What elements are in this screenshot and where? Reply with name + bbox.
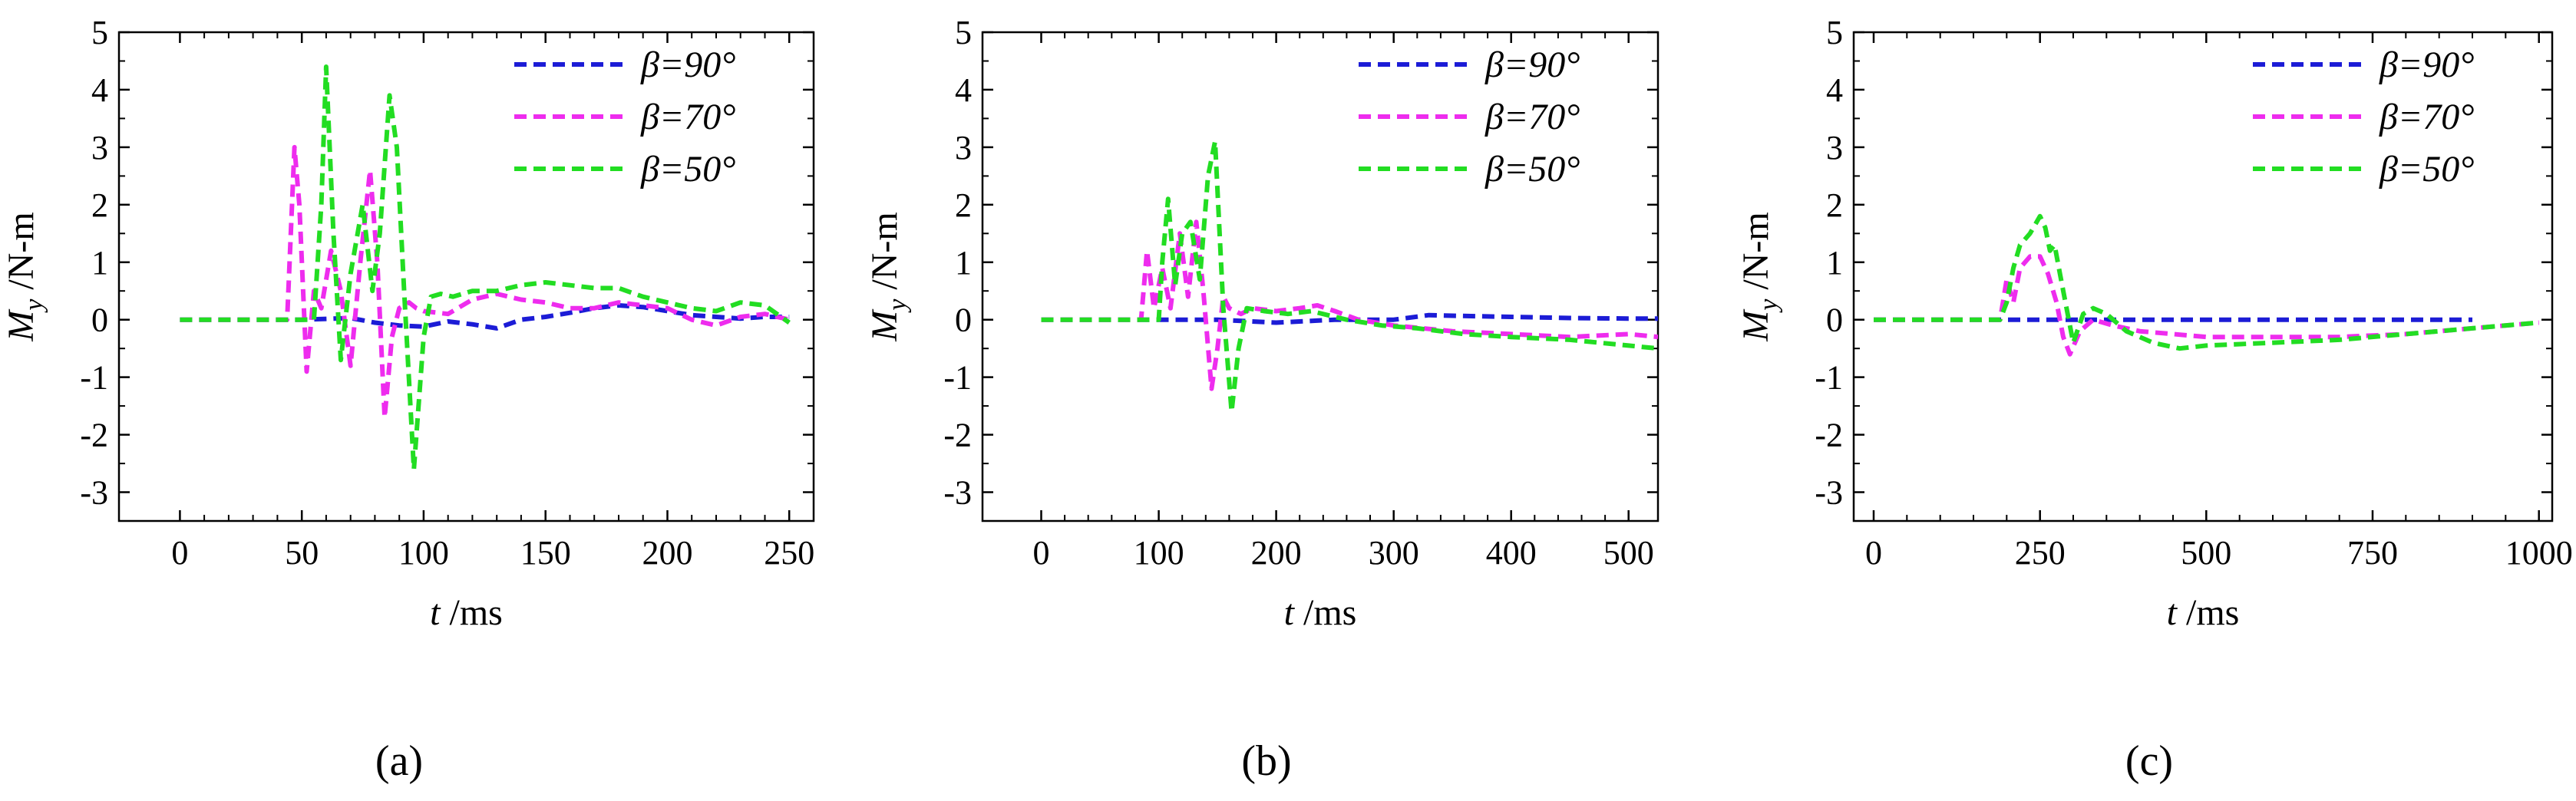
plot-frame: [981, 31, 1660, 522]
y-tick-label: 1: [955, 244, 972, 282]
x-axis-title: t /ms: [430, 592, 503, 633]
y-tick-label: 3: [955, 129, 972, 166]
legend-label: β=90°: [2379, 44, 2475, 85]
x-tick-label: 100: [1134, 534, 1184, 572]
panel-label-b: (b): [1241, 737, 1291, 785]
legend-label: β=70°: [2379, 97, 2475, 137]
x-tick-label: 0: [1865, 534, 1882, 572]
series-line-beta-90: [1041, 312, 1658, 325]
y-tick-label: -3: [1815, 474, 1843, 512]
series-line-beta-70: [1874, 254, 2539, 357]
x-tick-label: 250: [764, 534, 814, 572]
plot-frame: [117, 31, 815, 522]
y-tick-label: 4: [1826, 71, 1843, 109]
series-line-beta-70: [180, 144, 790, 420]
x-tick-label: 50: [285, 534, 319, 572]
y-tick-label: 1: [1826, 244, 1843, 282]
x-tick-label: 200: [642, 534, 693, 572]
y-tick-label: -1: [943, 359, 972, 397]
x-tick-label: 400: [1486, 534, 1537, 572]
series-line-beta-50: [180, 64, 791, 472]
x-tick-label: 750: [2347, 534, 2398, 572]
x-axis-unit: /ms: [1294, 592, 1356, 633]
y-tick-label: -2: [80, 417, 108, 454]
x-tick-label: 500: [2181, 534, 2231, 572]
y-axis-unit: /N-m: [864, 212, 905, 298]
y-tick-label: 4: [91, 71, 108, 109]
x-tick-label: 0: [171, 534, 188, 572]
x-axis-title: t /ms: [1284, 592, 1357, 633]
x-tick-label: 1000: [2505, 534, 2573, 572]
legend-label: β=70°: [1485, 97, 1580, 137]
y-tick-label: 5: [1826, 14, 1843, 51]
y-tick-label: 1: [91, 244, 108, 282]
chart-panel-b: 0 100 200 300 400 500 -3 -2 -1 0 1 2 3 4 5 t /ms My /N-m…: [864, 14, 1660, 633]
y-tick-label: 2: [1826, 186, 1843, 224]
series-line-beta-50: [1041, 139, 1658, 414]
x-tick-label: 0: [1033, 534, 1050, 572]
y-tick-label: -2: [1815, 417, 1843, 454]
y-tick-label: 4: [955, 71, 972, 109]
series-line-beta-70: [1041, 219, 1658, 391]
y-axis-title: My /N-m: [864, 212, 912, 341]
y-axis-subscript: y: [1755, 298, 1783, 313]
y-tick-label: 2: [91, 186, 108, 224]
x-axis-variable: t: [430, 592, 441, 633]
y-tick-label: 3: [1826, 129, 1843, 166]
y-tick-label: 3: [91, 129, 108, 166]
y-tick-label: 5: [955, 14, 972, 51]
legend-label: β=50°: [640, 149, 736, 190]
y-tick-label: 0: [91, 302, 108, 339]
chart-panel-a: 0 50 100 150 200 250 -3 -2 -1 0 1 2 3 4 5 t /ms My /N-m β…: [1, 14, 815, 633]
series-line-beta-50: [1874, 213, 2539, 351]
x-axis-unit: /ms: [440, 592, 502, 633]
legend-label: β=70°: [640, 97, 736, 137]
x-tick-label: 300: [1369, 534, 1419, 572]
legend-label: β=90°: [640, 44, 736, 85]
panel-label-c: (c): [2125, 737, 2173, 785]
x-axis-variable: t: [1284, 592, 1296, 633]
y-axis-variable: M: [1, 308, 41, 342]
x-tick-label: 150: [520, 534, 571, 572]
series-line-beta-90: [180, 303, 790, 331]
x-axis-unit: /ms: [2177, 592, 2239, 633]
y-axis-title: My /N-m: [1735, 212, 1783, 341]
y-tick-label: 0: [955, 302, 972, 339]
x-tick-label: 500: [1603, 534, 1654, 572]
x-tick-label: 250: [2015, 534, 2066, 572]
y-axis-subscript: y: [20, 298, 48, 313]
y-tick-label: -3: [943, 474, 972, 512]
x-axis-title: t /ms: [2167, 592, 2240, 633]
x-tick-label: 200: [1251, 534, 1302, 572]
y-axis-variable: M: [1735, 308, 1776, 342]
y-tick-label: -3: [80, 474, 108, 512]
plot-frame: [1852, 31, 2554, 522]
legend-label: β=50°: [2379, 149, 2475, 190]
legend-label: β=90°: [1485, 44, 1580, 85]
y-axis-title: My /N-m: [1, 212, 48, 341]
y-axis-unit: /N-m: [1, 212, 41, 298]
y-axis-variable: M: [864, 308, 905, 342]
x-axis-variable: t: [2167, 592, 2178, 633]
chart-panel-c: 0 250 500 750 1000 -3 -2 -1 0 1 2 3 4 5 t /ms My /N-m β=…: [1735, 14, 2573, 633]
y-tick-label: -2: [943, 417, 972, 454]
y-tick-label: 0: [1826, 302, 1843, 339]
y-axis-unit: /N-m: [1735, 212, 1776, 298]
y-tick-label: 5: [91, 14, 108, 51]
x-tick-label: 100: [398, 534, 449, 572]
y-axis-subscript: y: [883, 298, 912, 313]
y-tick-label: 2: [955, 186, 972, 224]
y-tick-label: -1: [1815, 359, 1843, 397]
panel-label-a: (a): [375, 737, 423, 785]
y-tick-label: -1: [80, 359, 108, 397]
legend-label: β=50°: [1485, 149, 1580, 190]
